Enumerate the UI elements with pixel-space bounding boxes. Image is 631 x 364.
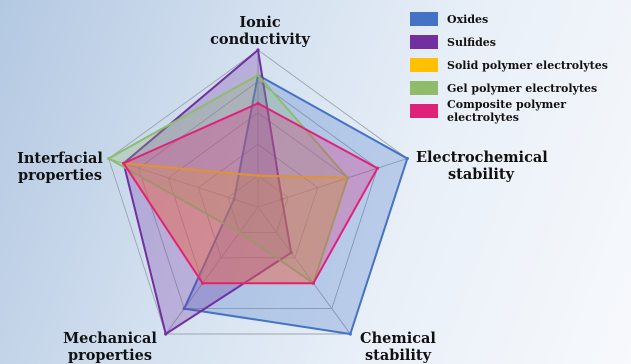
- series-4-point-interfacial: [122, 161, 126, 165]
- axis-label-mechanical-line1: Mechanical: [63, 330, 157, 347]
- series-0-point-chemical: [348, 332, 352, 336]
- series-4-point-ionic: [256, 101, 260, 105]
- axis-label-chemical-line1: Chemical: [360, 330, 436, 347]
- legend-item-sulfides: Sulfides: [410, 34, 631, 51]
- axis-label-electrochemical-line1: Electrochemical: [416, 149, 548, 166]
- series-0-point-interfacial: [232, 197, 236, 201]
- legend-swatch-oxides: [410, 12, 438, 27]
- series-1-point-mechanical: [164, 332, 168, 336]
- legend-label-gel-polymer: Gel polymer electrolytes: [447, 81, 598, 95]
- legend-swatch-solid-polymer: [410, 58, 438, 73]
- legend-label-sulfides: Sulfides: [447, 35, 497, 49]
- legend: Oxides Sulfides Solid polymer electrolyt…: [410, 11, 631, 126]
- series-1-point-ionic: [256, 48, 260, 52]
- series-1-point-electrochemical: [280, 197, 284, 201]
- axis-label-chemical-line2: stability: [364, 347, 432, 364]
- grid-ring-4: [137, 80, 379, 310]
- grid-ring-2: [197, 143, 319, 259]
- axis-label-electrochemical-line2: stability: [447, 166, 515, 183]
- legend-item-solid-polymer: Solid polymer electrolytes: [410, 57, 631, 74]
- legend-swatch-sulfides: [410, 35, 438, 50]
- series-0-point-electrochemical: [405, 156, 409, 161]
- axis-label-mechanical-line2: properties: [67, 347, 153, 364]
- series-polygon-0: [183, 74, 409, 335]
- axis-label-interfacial-line1: Interfacial: [17, 150, 103, 167]
- series-3-point-mechanical: [237, 230, 242, 234]
- series-4-point-chemical: [311, 281, 315, 285]
- axis-label-electrochemical: Electrochemical stability: [416, 149, 548, 183]
- legend-label-solid-polymer: Solid polymer electrolytes: [447, 58, 608, 72]
- legend-item-oxides: Oxides: [410, 11, 631, 28]
- grid-ring-5: [108, 49, 408, 335]
- grid-ring-1: [227, 175, 289, 233]
- legend-swatch-composite-polymer: [410, 104, 438, 119]
- axis-label-ionic-line2: conductivity: [210, 31, 310, 48]
- series-1-point-chemical: [289, 251, 293, 255]
- series-3-point-electrochemical: [346, 176, 350, 180]
- spoke-mechanical: [165, 206, 259, 335]
- series-layer: [107, 48, 409, 336]
- spoke-chemical: [257, 206, 351, 335]
- series-polygon-1: [122, 49, 293, 335]
- series-polygon-3: [107, 74, 349, 285]
- legend-item-composite-polymer: Composite polymer electrolytes: [410, 98, 631, 124]
- series-polygon-4: [122, 102, 379, 285]
- axis-label-ionic-line1: Ionic: [239, 14, 281, 31]
- legend-swatch-gel-polymer: [410, 81, 438, 96]
- series-3-point-interfacial: [107, 156, 111, 161]
- legend-label-oxides: Oxides: [447, 12, 489, 26]
- grid-layer: [108, 49, 408, 335]
- legend-item-gel-polymer: Gel polymer electrolytes: [410, 80, 631, 97]
- series-0-point-mechanical: [182, 307, 186, 311]
- axis-label-interfacial-line2: properties: [17, 167, 103, 184]
- axis-label-chemical: Chemical stability: [350, 330, 446, 364]
- legend-label-composite-polymer: Composite polymer electrolytes: [447, 98, 567, 125]
- series-4-point-mechanical: [201, 281, 205, 285]
- axis-label-interfacial: Interfacial properties: [8, 150, 112, 184]
- axis-label-mechanical: Mechanical properties: [50, 330, 170, 364]
- series-2-point-ionic: [256, 174, 260, 178]
- series-4-point-electrochemical: [375, 166, 380, 170]
- axis-label-ionic: Ionic conductivity: [205, 14, 315, 48]
- series-3-point-ionic: [256, 73, 260, 77]
